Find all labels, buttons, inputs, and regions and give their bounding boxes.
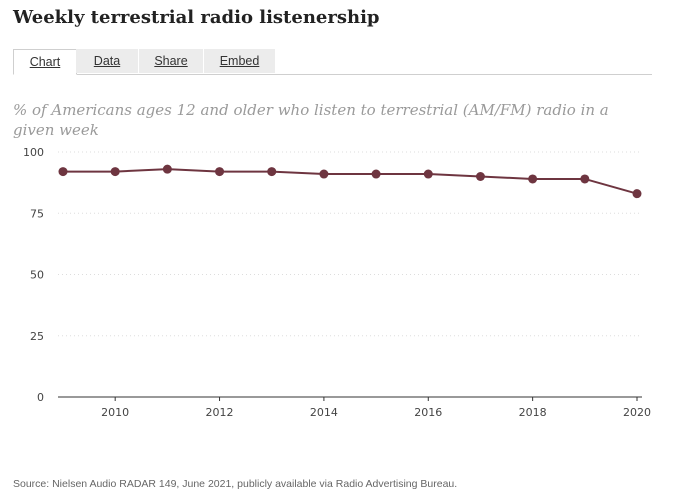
data-point-2013: [267, 167, 277, 177]
x-tick-label-2014: 2014: [310, 406, 338, 419]
data-point-2012: [215, 167, 225, 177]
x-tick-label-2010: 2010: [101, 406, 129, 419]
data-point-2017: [475, 172, 485, 181]
chart-title: Weekly terrestrial radio listenership: [13, 7, 380, 28]
x-tick-label-2016: 2016: [414, 406, 442, 419]
line-chart: 0 25 50 75 100 2010 2012 2014 2016 2018 2020: [23, 146, 651, 419]
data-point-2019: [580, 174, 590, 184]
series-line-0: [63, 168, 638, 195]
data-point-2009: [58, 167, 68, 177]
tab-chart[interactable]: Chart: [13, 49, 77, 75]
x-tick-label-2018: 2018: [519, 406, 547, 419]
tab-share[interactable]: Share: [139, 49, 203, 73]
tab-data[interactable]: Data: [76, 49, 138, 73]
chart-subtitle: % of Americans ages 12 and older who lis…: [13, 101, 609, 139]
y-tick-label-100: 100: [23, 146, 44, 159]
data-point-2011: [162, 164, 172, 174]
data-point-2015: [371, 169, 381, 179]
data-point-2020: [632, 189, 642, 199]
data-point-2018: [528, 174, 538, 184]
view-tabs: Chart Data Share Embed: [13, 49, 652, 75]
y-tick-label-50: 50: [30, 269, 44, 282]
source-note: Source: Nielsen Audio RADAR 149, June 20…: [13, 478, 458, 490]
x-tick-label-2020: 2020: [623, 406, 651, 419]
x-tick-label-2012: 2012: [206, 406, 234, 419]
y-tick-label-75: 75: [30, 207, 44, 220]
data-point-2010: [110, 167, 120, 177]
tab-embed[interactable]: Embed: [204, 49, 275, 73]
data-point-2016: [423, 169, 433, 179]
data-point-2014: [319, 169, 329, 179]
y-tick-label-25: 25: [30, 330, 44, 343]
y-tick-label-0: 0: [37, 391, 44, 404]
